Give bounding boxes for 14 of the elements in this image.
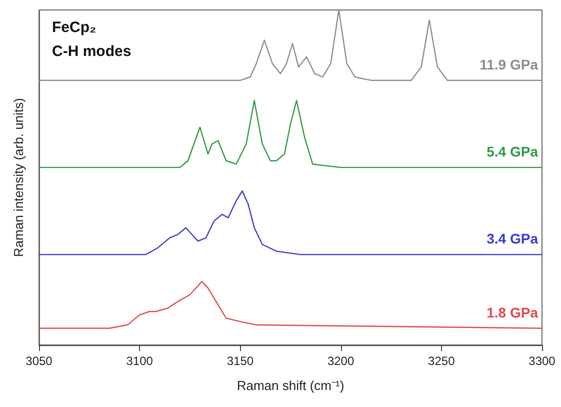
x-tick-label: 3100 bbox=[126, 354, 154, 368]
y-axis-title: Raman intensity (arb. units) bbox=[11, 98, 26, 257]
x-tick-label: 3200 bbox=[327, 354, 354, 368]
series-label: 3.4 GPa bbox=[486, 230, 538, 247]
series-label: 1.8 GPa bbox=[486, 304, 538, 320]
x-axis-title: Raman shift (cm⁻¹) bbox=[236, 378, 344, 393]
x-tick-label: 3250 bbox=[428, 354, 456, 368]
annotation: C-H modes bbox=[52, 43, 132, 60]
x-tick-label: 3150 bbox=[226, 354, 254, 368]
series-label: 11.9 GPa bbox=[480, 56, 538, 72]
series-label: 5.4 GPa bbox=[486, 143, 538, 160]
annotation: FeCp₂ bbox=[52, 19, 96, 36]
x-tick-label: 3050 bbox=[26, 354, 53, 368]
x-tick-label: 3300 bbox=[528, 354, 556, 368]
